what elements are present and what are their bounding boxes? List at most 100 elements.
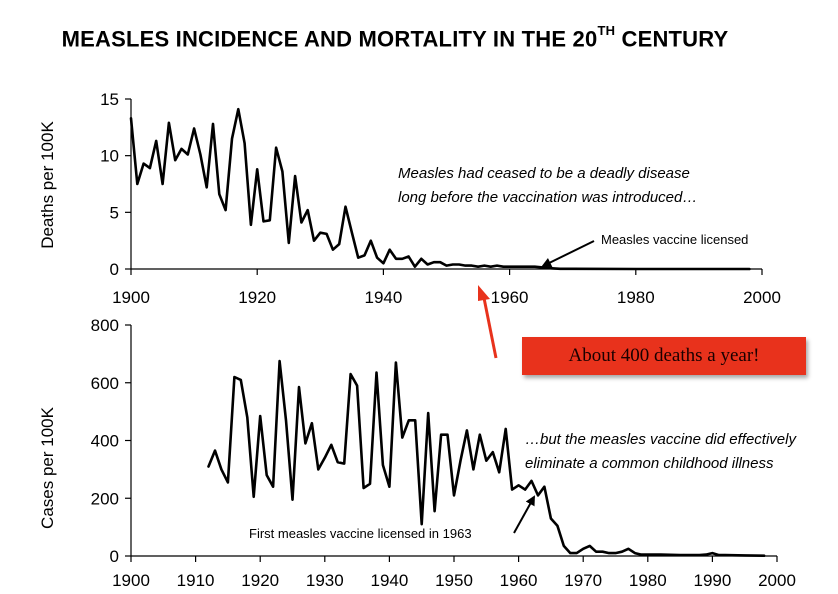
deaths-data-point: [212, 123, 214, 125]
deaths-series-line: [129, 107, 751, 271]
deaths-data-point: [364, 255, 366, 257]
cases-tick-labels: 0 200 400 600 800 1900 1910 1920 1930 1940 1950 196…: [91, 316, 796, 590]
deaths-data-point: [130, 118, 132, 120]
deaths-x-tick-label: 1940: [364, 288, 402, 307]
deaths-data-point: [269, 220, 271, 222]
deaths-data-point: [256, 169, 258, 171]
cases-data-point: [498, 472, 500, 474]
deaths-y-tick-label: 5: [110, 203, 119, 222]
deaths-annotation-line-2: long before the vaccination was introduc…: [398, 189, 697, 206]
cases-data-point: [363, 487, 365, 489]
deaths-data-point: [446, 265, 448, 267]
deaths-data-point: [294, 175, 296, 177]
cases-data-point: [414, 420, 416, 422]
cases-data-point: [285, 420, 287, 422]
cases-data-point: [518, 485, 520, 487]
cases-data-point: [634, 552, 636, 554]
callout-text: About 400 deaths a year!: [568, 345, 760, 366]
cases-data-point: [376, 372, 378, 374]
cases-x-tick-label: 1970: [564, 571, 602, 590]
cases-x-tick-label: 1980: [629, 571, 667, 590]
deaths-data-point: [553, 268, 555, 270]
cases-data-point: [602, 551, 604, 553]
deaths-data-point: [288, 242, 290, 244]
cases-data-point: [389, 486, 391, 488]
cases-data-point: [705, 554, 707, 556]
cases-y-axis-label: Cases per 100K: [38, 406, 57, 529]
deaths-data-point: [521, 266, 523, 268]
deaths-data-point: [313, 240, 315, 242]
deaths-data-point: [307, 209, 309, 211]
deaths-y-tick-label: 15: [100, 90, 119, 109]
cases-data-point: [486, 460, 488, 462]
deaths-data-point: [749, 268, 751, 270]
cases-data-point: [240, 379, 242, 381]
deaths-data-point: [338, 243, 340, 245]
cases-data-point: [408, 420, 410, 422]
cases-data-point: [395, 362, 397, 364]
deaths-x-tick-label: 1960: [491, 288, 529, 307]
chart-title-main: MEASLES INCIDENCE AND MORTALITY IN THE 2…: [61, 26, 598, 52]
cases-x-tick-label: 1960: [500, 571, 538, 590]
cases-data-point: [279, 360, 281, 362]
cases-data-point: [343, 463, 345, 465]
deaths-data-point: [345, 206, 347, 208]
deaths-data-point: [439, 261, 441, 263]
deaths-data-point: [231, 138, 233, 140]
deaths-tick-labels: 0 5 10 15 1900 1920 1940 1960 1980 2000: [100, 90, 781, 307]
cases-data-point: [615, 552, 617, 554]
cases-data-point: [305, 443, 307, 445]
deaths-data-point: [484, 265, 486, 267]
deaths-data-point: [383, 263, 385, 265]
deaths-data-point: [414, 266, 416, 268]
cases-data-point: [582, 548, 584, 550]
cases-data-point: [679, 554, 681, 556]
deaths-data-point: [471, 265, 473, 267]
cases-data-point: [292, 499, 294, 501]
cases-data-point: [440, 434, 442, 436]
cases-y-tick-label: 400: [91, 432, 119, 451]
cases-data-point: [434, 510, 436, 512]
cases-x-tick-label: 1910: [177, 571, 215, 590]
cases-panel: 0 200 400 600 800 1900 1910 1920 1930 1940 1950 196…: [38, 316, 797, 590]
deaths-axes: [125, 98, 763, 275]
cases-data-point: [208, 466, 210, 468]
deaths-data-point: [282, 171, 284, 173]
cases-x-tick-label: 1950: [435, 571, 473, 590]
cases-data-point: [331, 444, 333, 446]
cases-x-tick-label: 1920: [241, 571, 279, 590]
deaths-data-point: [326, 233, 328, 235]
deaths-annotation-line-1: Measles had ceased to be a deadly diseas…: [398, 165, 690, 182]
first-vaccine-label: First measles vaccine licensed in 1963: [249, 526, 472, 541]
callout-arrow: [478, 285, 498, 359]
deaths-data-point: [206, 187, 208, 189]
cases-data-point: [589, 545, 591, 547]
cases-data-point: [647, 554, 649, 556]
cases-annotation-line-2: eliminate a common childhood illness: [525, 455, 774, 472]
chart-title-superscript: TH: [597, 23, 616, 38]
deaths-data-point: [402, 258, 404, 260]
cases-data-point: [505, 428, 507, 430]
deaths-data-point: [477, 266, 479, 268]
deaths-data-point: [244, 142, 246, 144]
deaths-data-point: [219, 193, 221, 195]
deaths-data-point: [547, 267, 549, 269]
deaths-data-point: [320, 232, 322, 234]
deaths-x-tick-label: 1900: [112, 288, 150, 307]
deaths-data-point: [389, 249, 391, 251]
cases-data-point: [595, 551, 597, 553]
deaths-data-point: [421, 258, 423, 260]
cases-data-point: [214, 450, 216, 452]
deaths-data-point: [465, 265, 467, 267]
deaths-data-point: [301, 222, 303, 224]
cases-data-point: [402, 437, 404, 439]
deaths-y-tick-label: 10: [100, 147, 119, 166]
cases-data-point: [621, 551, 623, 553]
cases-data-point: [460, 460, 462, 462]
cases-data-point: [492, 451, 494, 453]
deaths-data-point: [540, 267, 542, 269]
deaths-data-point: [515, 266, 517, 268]
cases-data-point: [298, 386, 300, 388]
deaths-data-point: [263, 221, 265, 223]
deaths-data-point: [572, 268, 574, 270]
